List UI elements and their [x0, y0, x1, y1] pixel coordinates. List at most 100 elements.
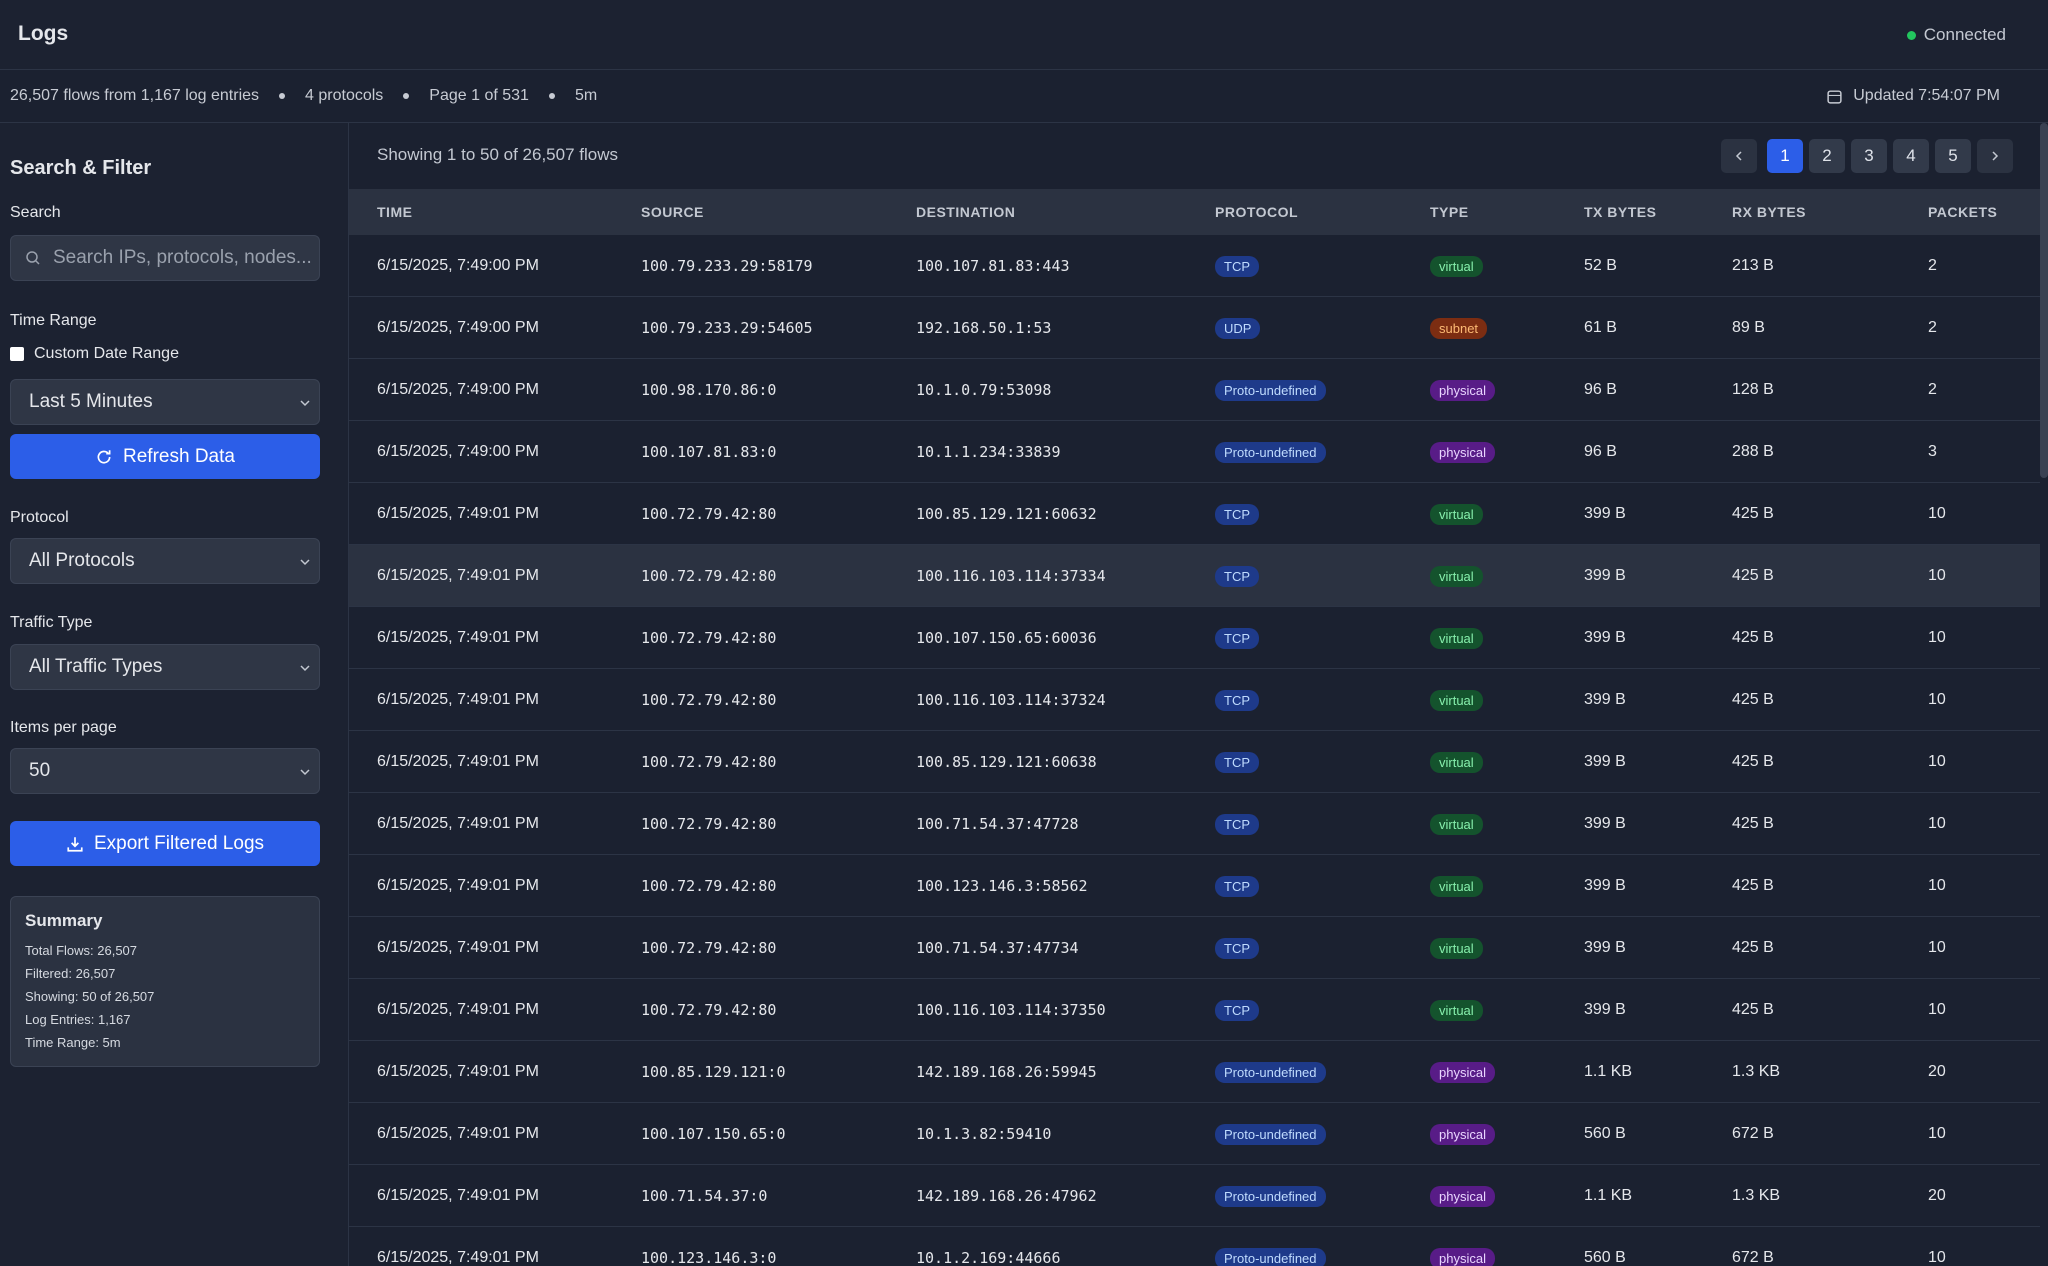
table-row[interactable]: 6/15/2025, 7:49:01 PM 100.123.146.3:0 10.1…	[349, 1227, 2040, 1266]
table-row[interactable]: 6/15/2025, 7:49:01 PM 100.72.79.42:80 100.…	[349, 979, 2040, 1041]
checkbox[interactable]: Custom Date Range	[10, 345, 179, 363]
page-button[interactable]: 3	[1851, 139, 1887, 173]
cell: 425 B	[1732, 1001, 1774, 1018]
table-header: TIME SOURCE DESTINATION PROTOCOL TYPE TX BYTE…	[349, 189, 2040, 235]
cell: virtual	[1430, 731, 1483, 793]
cell: 192.168.50.1:53	[916, 319, 1052, 337]
page-button[interactable]: 2	[1809, 139, 1845, 173]
table-row[interactable]: 6/15/2025, 7:49:00 PM 100.107.81.83:0 10.1…	[349, 421, 2040, 483]
cell: physical	[1430, 1227, 1495, 1266]
cell: Proto-undefined	[1215, 1227, 1326, 1266]
stat: 4 protocols	[305, 87, 384, 104]
table-row[interactable]: 6/15/2025, 7:49:01 PM 100.71.54.37:0 142.1…	[349, 1165, 2040, 1227]
stats-bar: 26,507 flows from 1,167 log entries 4 pro…	[0, 70, 2048, 123]
protocol-badge: TCP	[1215, 689, 1259, 711]
protocol-badge: Proto-undefined	[1215, 1123, 1326, 1145]
cell: 425 B	[1732, 753, 1774, 770]
button-text: Export Filtered Logs	[93, 832, 265, 854]
table-row[interactable]: 6/15/2025, 7:49:00 PM 100.98.170.86:0 10.1…	[349, 359, 2040, 421]
label: Items per page	[10, 719, 117, 736]
cell: 6/15/2025, 7:49:01 PM	[377, 877, 539, 894]
select[interactable]: All Traffic Types	[10, 644, 320, 690]
page-button[interactable]: 5	[1935, 139, 1971, 173]
summary: Summary Total Flows: 26,507 Filtered: 26,…	[10, 896, 320, 1067]
cell: physical	[1430, 421, 1495, 483]
page-button[interactable]: 1	[1767, 139, 1803, 173]
table-row[interactable]: 6/15/2025, 7:49:01 PM 100.72.79.42:80 100.…	[349, 545, 2040, 607]
cell: 399 B	[1584, 815, 1626, 832]
cell: 1.1 KB	[1584, 1187, 1633, 1204]
cell: TCP	[1215, 545, 1259, 607]
cell: physical	[1430, 1165, 1495, 1227]
table-row[interactable]: 6/15/2025, 7:49:00 PM 100.79.233.29:54605…	[349, 297, 2040, 359]
cell: physical	[1430, 359, 1495, 421]
table-row[interactable]: 6/15/2025, 7:49:01 PM 100.107.150.65:0 10.…	[349, 1103, 2040, 1165]
page-button[interactable]: 4	[1893, 139, 1929, 173]
type-badge: virtual	[1430, 255, 1483, 277]
cell: 10	[1928, 877, 1946, 894]
cell: 399 B	[1584, 1001, 1626, 1018]
cell: 425 B	[1732, 877, 1774, 894]
scrollbar	[2040, 123, 2048, 478]
cell: 52 B	[1584, 257, 1617, 274]
table-row[interactable]: 6/15/2025, 7:49:01 PM 100.72.79.42:80 100.…	[349, 793, 2040, 855]
cell: 100.72.79.42:80	[641, 567, 777, 585]
select-value: All Traffic Types	[29, 656, 163, 677]
protocol-badge: TCP	[1215, 565, 1259, 587]
cell: 1.3 KB	[1732, 1187, 1781, 1204]
protocol-badge: TCP	[1215, 937, 1259, 959]
cell: 399 B	[1584, 567, 1626, 584]
cell: TCP	[1215, 731, 1259, 793]
cell: 10	[1928, 1125, 1946, 1142]
page-arrow[interactable]	[1977, 139, 2013, 173]
protocol-badge: Proto-undefined	[1215, 379, 1326, 401]
cell: 1.1 KB	[1584, 1063, 1633, 1080]
export-button[interactable]: Export Filtered Logs	[10, 821, 320, 866]
stat: 5m	[574, 87, 598, 104]
table-row[interactable]: 6/15/2025, 7:49:01 PM 100.72.79.42:80 100.…	[349, 917, 2040, 979]
cell: TCP	[1215, 483, 1259, 545]
select[interactable]: Last 5 Minutes	[10, 379, 320, 425]
table-row[interactable]: 6/15/2025, 7:49:01 PM 100.85.129.121:0 142…	[349, 1041, 2040, 1103]
cell: 425 B	[1732, 815, 1774, 832]
sidebar-title: Search & Filter	[10, 157, 152, 179]
table-row[interactable]: 6/15/2025, 7:49:01 PM 100.72.79.42:80 100.…	[349, 607, 2040, 669]
select[interactable]: All Protocols	[10, 538, 320, 584]
table-row[interactable]: 6/15/2025, 7:49:01 PM 100.72.79.42:80 100.…	[349, 731, 2040, 793]
cell: 213 B	[1732, 257, 1774, 274]
cell: 142.189.168.26:47962	[916, 1187, 1097, 1205]
search-input[interactable]: Search IPs, protocols, nodes...	[10, 235, 320, 281]
cell: 399 B	[1584, 629, 1626, 646]
cell: subnet	[1430, 297, 1488, 359]
cell: 100.116.103.114:37324	[916, 691, 1106, 709]
cell: 425 B	[1732, 691, 1774, 708]
cell: 399 B	[1584, 939, 1626, 956]
cell: virtual	[1430, 669, 1483, 731]
select-value: All Protocols	[29, 550, 135, 571]
type-badge: virtual	[1430, 503, 1483, 525]
cell: 2	[1928, 381, 1937, 398]
placeholder: Search IPs, protocols, nodes...	[53, 247, 312, 268]
cell: 100.79.233.29:58179	[641, 257, 813, 275]
table-row[interactable]: 6/15/2025, 7:49:01 PM 100.72.79.42:80 100.…	[349, 669, 2040, 731]
cell: 10.1.1.234:33839	[916, 443, 1061, 461]
protocol-badge: TCP	[1215, 813, 1259, 835]
stats: 26,507 flows from 1,167 log entries 4 pro…	[10, 87, 597, 105]
table-row[interactable]: 6/15/2025, 7:49:00 PM 100.79.233.29:58179…	[349, 235, 2040, 297]
label: Search	[10, 204, 61, 221]
cell: 100.71.54.37:47728	[916, 815, 1079, 833]
page-arrow[interactable]	[1721, 139, 1757, 173]
cell: 100.72.79.42:80	[641, 1001, 777, 1019]
refresh-button[interactable]: Refresh Data	[10, 434, 320, 479]
cell: 10.1.2.169:44666	[916, 1249, 1061, 1266]
cell: 672 B	[1732, 1125, 1774, 1142]
table-row[interactable]: 6/15/2025, 7:49:01 PM 100.72.79.42:80 100.…	[349, 483, 2040, 545]
cell: 10	[1928, 629, 1946, 646]
type-badge: physical	[1430, 441, 1495, 463]
table-row[interactable]: 6/15/2025, 7:49:01 PM 100.72.79.42:80 100.…	[349, 855, 2040, 917]
cell: 10	[1928, 691, 1946, 708]
select[interactable]: 50	[10, 748, 320, 794]
stat: 26,507 flows from 1,167 log entries	[10, 87, 260, 104]
column-header: TIME	[377, 204, 413, 220]
cell: 425 B	[1732, 505, 1774, 522]
